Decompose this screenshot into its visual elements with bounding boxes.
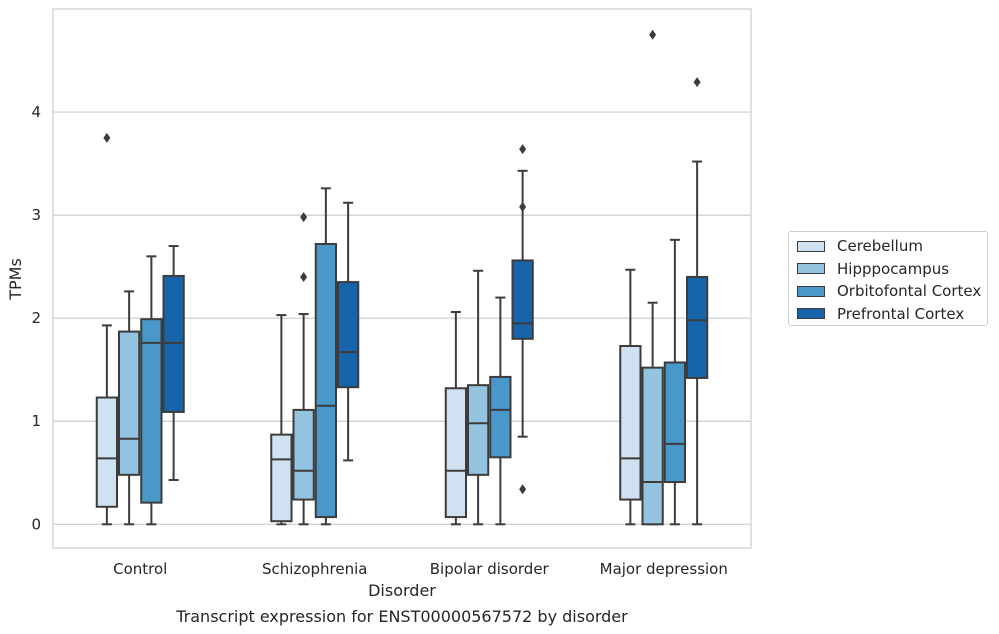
y-tick-label: 1 (31, 412, 41, 430)
box-iqr (641, 366, 664, 526)
y-tick-labels: 0 1 2 3 4 (31, 103, 41, 533)
box-orbitofontal-cortex-bipolar-disorder (489, 296, 512, 526)
legend-item: Orbitofontal Cortex (797, 281, 981, 301)
box-iqr (270, 433, 293, 523)
box-iqr (162, 274, 185, 413)
x-tick-labels: Control Schizophrenia Bipolar disorder Majo… (113, 560, 728, 578)
box-iqr (118, 330, 141, 476)
box-iqr (314, 242, 337, 519)
x-tick-label: Control (113, 560, 167, 578)
box-prefrontal-cortex-control (162, 245, 185, 481)
outlier-point (519, 144, 527, 155)
legend-item: Hipppocampus (797, 259, 949, 279)
box-iqr (685, 275, 709, 379)
x-tick-label: Major depression (600, 560, 728, 578)
box-hipppocampus-control (118, 290, 141, 526)
outlier-point (300, 212, 308, 223)
box-cerebellum-major-depression (619, 268, 642, 526)
box-iqr (95, 396, 119, 508)
legend-item: Prefrontal Cortex (797, 304, 964, 324)
box-orbitofontal-cortex-major-depression (663, 238, 686, 526)
box-hipppocampus-major-depression (641, 29, 664, 526)
box-hipppocampus-bipolar-disorder (467, 269, 490, 526)
legend-swatch (797, 285, 825, 297)
chart-caption: Transcript expression for ENST0000056757… (175, 607, 628, 626)
x-tick-label: Bipolar disorder (430, 560, 550, 578)
y-tick-label: 0 (31, 515, 41, 533)
box-iqr (511, 259, 534, 340)
outlier-point (300, 271, 308, 282)
legend-swatch (797, 308, 825, 319)
legend-label: Hipppocampus (837, 259, 950, 278)
box-series (95, 29, 709, 526)
box-cerebellum-schizophrenia (270, 314, 293, 526)
box-iqr (444, 387, 468, 519)
outlier-point (649, 29, 657, 40)
box-orbitofontal-cortex-control (140, 255, 163, 526)
legend-label: Prefrontal Cortex (837, 304, 965, 323)
box-iqr (336, 281, 360, 389)
outlier-point (519, 201, 527, 212)
box-iqr (467, 384, 490, 476)
outlier-point (693, 77, 701, 88)
x-axis-label: Disorder (368, 581, 436, 600)
outlier-point (519, 484, 527, 495)
y-tick-label: 4 (31, 103, 41, 121)
box-prefrontal-cortex-schizophrenia (336, 201, 360, 462)
y-axis-label: TPMs (6, 258, 25, 301)
box-hipppocampus-schizophrenia (292, 212, 315, 526)
y-tick-label: 2 (31, 309, 41, 327)
legend-item: Cerebellum (797, 236, 923, 256)
box-iqr (292, 408, 315, 501)
legend-label: Cerebellum (837, 237, 923, 255)
legend-label: Orbitofontal Cortex (837, 282, 982, 300)
legend: Cerebellum Hipppocampus Orbitofontal Corte… (788, 231, 988, 326)
box-prefrontal-cortex-bipolar-disorder (511, 144, 534, 495)
box-iqr (619, 345, 642, 501)
legend-swatch (797, 263, 825, 274)
box-prefrontal-cortex-major-depression (685, 77, 709, 526)
box-iqr (489, 375, 512, 459)
legend-swatch (797, 240, 825, 252)
outlier-point (103, 132, 111, 143)
box-cerebellum-control (95, 132, 119, 526)
y-tick-label: 3 (31, 206, 41, 224)
box-orbitofontal-cortex-schizophrenia (314, 187, 337, 526)
x-tick-label: Schizophrenia (262, 560, 367, 578)
box-iqr (663, 361, 686, 484)
box-cerebellum-bipolar-disorder (444, 310, 468, 526)
box-iqr (140, 318, 163, 504)
